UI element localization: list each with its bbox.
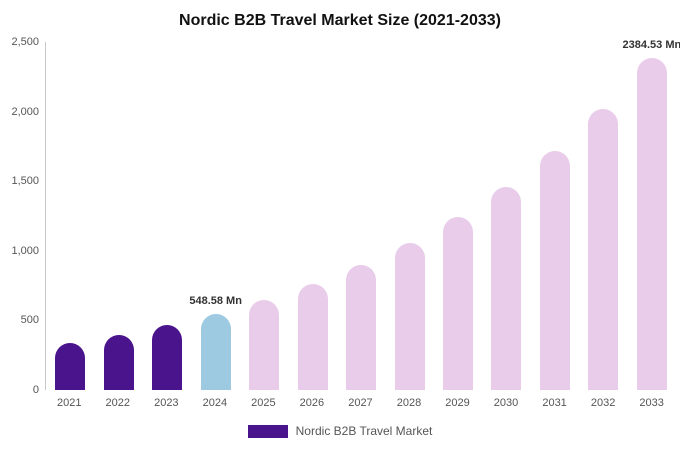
bar-group-2028 xyxy=(385,42,433,390)
plot-area: 0 500 1,000 1,500 2,000 2,500 548.58 Mn 2384.5… xyxy=(11,36,680,396)
bar-group-2031 xyxy=(531,42,579,390)
bar-2025 xyxy=(249,300,280,390)
x-tick-label-2024: 2024 xyxy=(202,397,228,409)
bar-2029 xyxy=(442,217,473,390)
bar-group-2030 xyxy=(482,42,530,390)
bar-group-2024: 548.58 Mn xyxy=(189,42,242,390)
x-tick-label-2025: 2025 xyxy=(251,397,276,409)
bar-group-2023 xyxy=(143,42,191,390)
bar-2021 xyxy=(55,343,86,390)
bar-2024 xyxy=(200,313,231,390)
y-tick-label: 500 xyxy=(20,314,39,327)
x-tick-label-2027: 2027 xyxy=(348,397,373,409)
bar-group-2027 xyxy=(337,42,385,390)
bars-row: 548.58 Mn 2384.53 Mn xyxy=(46,39,680,390)
bar-2028 xyxy=(394,243,425,390)
bar-group-2021 xyxy=(46,42,94,390)
y-tick-label: 1,000 xyxy=(11,244,39,257)
legend: Nordic B2B Travel Market xyxy=(0,424,680,438)
bar-2022 xyxy=(103,334,134,390)
x-axis-labels: 2021 2022 2023 2024 2025 2026 2027 2028 2029 2030… xyxy=(45,397,676,409)
y-tick-label: 2,500 xyxy=(11,36,39,48)
bar-2027 xyxy=(346,265,377,390)
x-tick-label-2021: 2021 xyxy=(57,397,82,409)
bar-group-2029 xyxy=(434,42,482,390)
x-tick-label-2023: 2023 xyxy=(154,397,179,409)
x-tick-label-2031: 2031 xyxy=(542,397,567,409)
bar-2030 xyxy=(491,186,522,390)
bar-group-2022 xyxy=(94,42,142,390)
bar-2026 xyxy=(297,284,328,390)
bar-group-2025 xyxy=(240,42,288,390)
y-tick-label: 2,000 xyxy=(11,105,39,118)
x-tick-label-2032: 2032 xyxy=(590,397,616,409)
bar-2023 xyxy=(152,325,183,390)
bar-2033 xyxy=(636,58,667,390)
x-tick-label-2033: 2033 xyxy=(639,397,664,409)
x-tick-label-2022: 2022 xyxy=(105,397,131,409)
bar-2032 xyxy=(588,108,619,390)
x-tick-label-2030: 2030 xyxy=(493,397,519,409)
legend-swatch xyxy=(247,424,288,438)
bar-group-2032 xyxy=(579,42,627,390)
data-label-2033: 2384.53 Mn xyxy=(622,39,680,52)
chart-title: Nordic B2B Travel Market Size (2021-2033… xyxy=(179,12,501,29)
x-tick-label-2028: 2028 xyxy=(396,397,422,409)
bar-group-2033: 2384.53 Mn xyxy=(623,39,680,390)
bar-2031 xyxy=(539,151,570,390)
y-tick-label: 1,500 xyxy=(11,175,39,188)
legend-label: Nordic B2B Travel Market xyxy=(295,424,433,438)
x-tick-label-2026: 2026 xyxy=(299,397,325,409)
y-tick-label: 0 xyxy=(32,384,39,396)
x-tick-label-2029: 2029 xyxy=(445,397,470,409)
data-label-2024: 548.58 Mn xyxy=(189,294,242,307)
chart-container: Nordic B2B Travel Market Size (2021-2033… xyxy=(0,12,680,438)
bar-group-2026 xyxy=(288,42,336,390)
